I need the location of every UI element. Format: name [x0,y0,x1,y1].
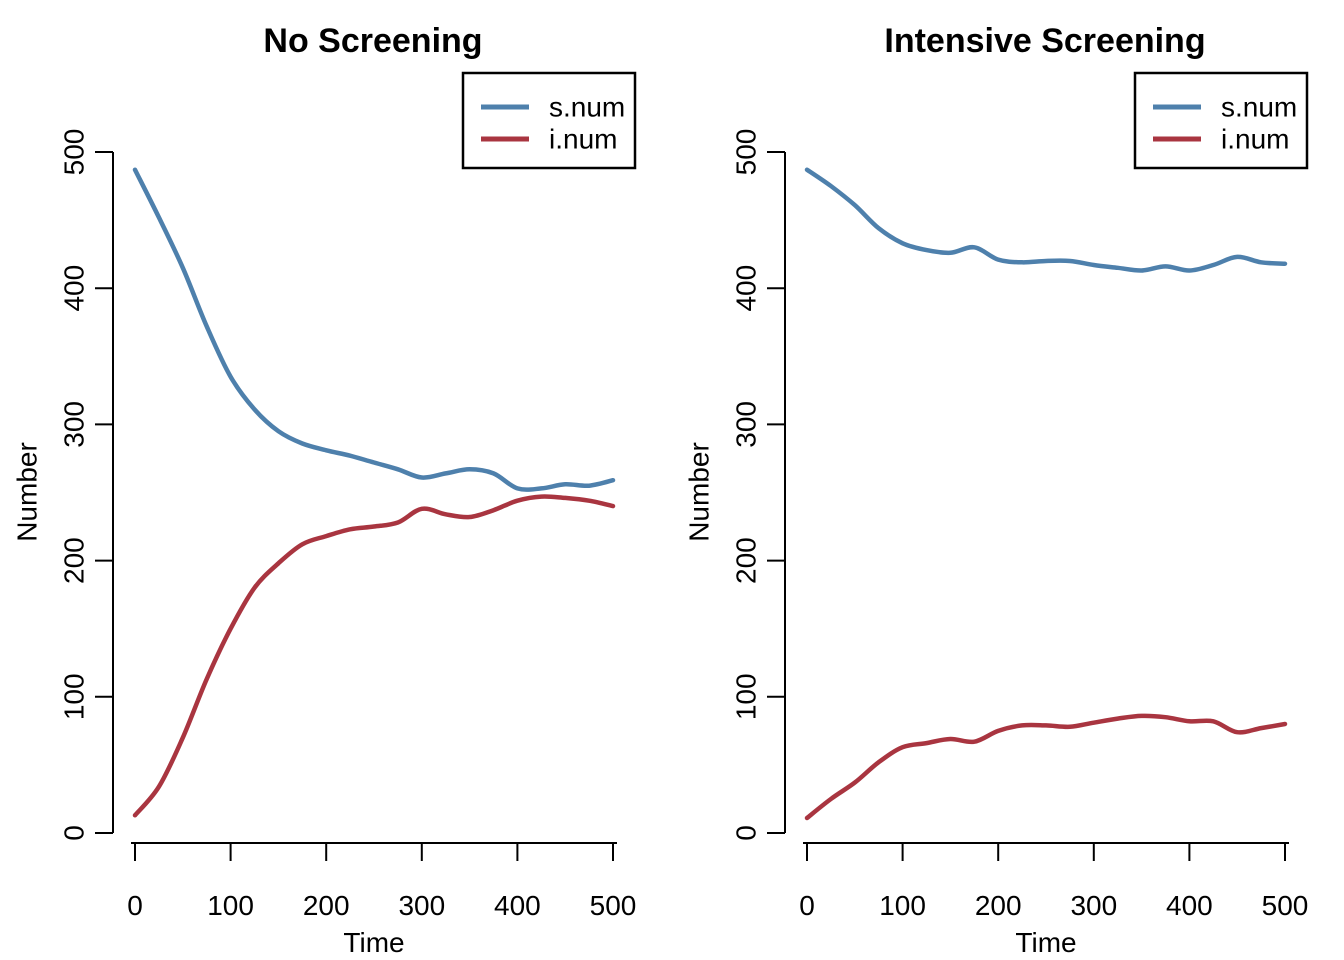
legend-box [461,71,637,170]
legend-label-i-num: i.num [549,124,617,155]
y-tick-label: 500 [731,129,762,176]
chart-title: No Screening [263,22,482,60]
y-tick-label: 400 [731,265,762,312]
chart-title: Intensive Screening [884,22,1205,60]
x-tick-label: 500 [590,890,637,921]
y-tick-label: 100 [59,673,90,720]
x-tick-label: 400 [494,890,541,921]
panel-intensive-screening: Intensive Screening 0 100 200 300 400 500 Numbe… [672,0,1344,960]
legend-box [1133,71,1309,170]
series-line-i-num [132,494,616,818]
x-tick-label: 0 [127,890,143,921]
y-tick-label: 300 [731,401,762,448]
chart-intensive-screening: Intensive Screening 0 100 200 300 400 500 Numbe… [684,22,1309,958]
y-tick-label: 100 [731,673,762,720]
series-line-i-num [804,713,1288,821]
chart-no-screening: No Screening 0 100 200 300 400 500 Number 0 100 20… [12,22,637,958]
x-tick-label: 100 [207,890,254,921]
y-tick-label: 400 [59,265,90,312]
x-tick-label: 0 [799,890,815,921]
y-tick-label: 200 [731,537,762,584]
x-tick-label: 500 [1262,890,1309,921]
x-tick-label: 300 [1070,890,1117,921]
legend-label-s-num: s.num [1221,92,1297,123]
y-tick-label: 0 [59,825,90,841]
legend-label-i-num: i.num [1221,124,1289,155]
y-axis-title: Number [12,442,43,542]
series-line-s-num [132,167,616,492]
x-tick-label: 100 [879,890,926,921]
x-tick-label: 200 [303,890,350,921]
x-tick-label: 300 [398,890,445,921]
x-tick-label: 200 [975,890,1022,921]
y-tick-label: 500 [59,129,90,176]
panel-no-screening: No Screening 0 100 200 300 400 500 Number 0 100 20… [12,22,637,958]
legend-label-s-num: s.num [549,92,625,123]
x-tick-label: 400 [1166,890,1213,921]
y-axis-title: Number [684,442,715,542]
y-tick-label: 300 [59,401,90,448]
y-tick-label: 200 [59,537,90,584]
y-tick-label: 0 [731,825,762,841]
x-axis-title: Time [343,927,404,958]
series-line-s-num [804,167,1288,273]
x-axis-title: Time [1015,927,1076,958]
